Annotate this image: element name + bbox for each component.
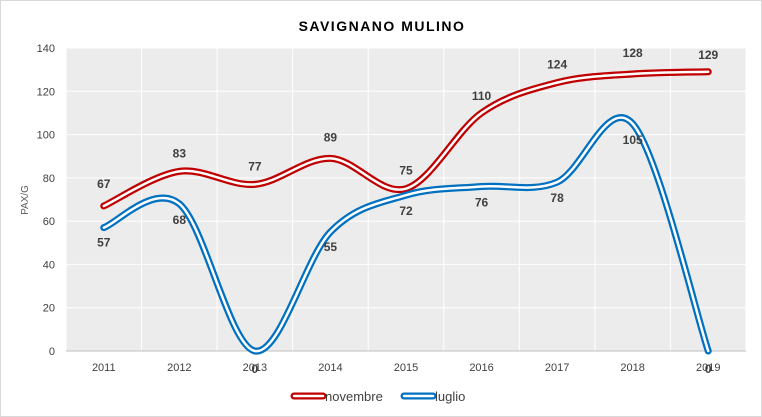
x-tick-label: 2015	[394, 362, 418, 374]
series-lines	[100, 68, 712, 355]
data-label-luglio: 0	[705, 362, 712, 376]
data-label-novembre: 110	[472, 89, 492, 103]
legend-label-novembre: novembre	[325, 389, 383, 404]
data-label-luglio: 68	[173, 213, 187, 227]
data-label-novembre: 83	[173, 146, 187, 160]
data-label-novembre: 75	[399, 164, 413, 178]
x-tick-label: 2017	[545, 362, 569, 374]
x-axis-ticks: 2011 2012 2013 2014 2015 2016 2017 2018 2019	[92, 362, 721, 374]
y-tick-label: 60	[43, 216, 55, 228]
x-tick-label: 2019	[696, 362, 720, 374]
x-tick-label: 2014	[318, 362, 342, 374]
y-axis-ticks: 0 20 40 60 80 100 120 140	[37, 43, 55, 358]
x-tick-label: 2011	[92, 362, 116, 374]
data-label-novembre: 128	[623, 46, 643, 60]
data-label-novembre: 67	[97, 177, 111, 191]
data-label-luglio: 72	[399, 204, 413, 218]
chart-title: SAVIGNANO MULINO	[299, 18, 466, 34]
data-label-novembre: 124	[547, 58, 567, 72]
y-tick-label: 0	[49, 346, 55, 358]
x-tick-label: 2013	[243, 362, 267, 374]
data-label-novembre: 77	[248, 159, 262, 173]
gridlines	[65, 47, 747, 352]
data-label-novembre: 129	[698, 48, 718, 62]
data-label-luglio: 57	[97, 236, 111, 250]
data-label-luglio: 76	[475, 196, 489, 210]
data-label-luglio: 55	[324, 240, 338, 254]
legend: novembre luglio	[290, 389, 465, 404]
data-labels: 67 83 77 89 75 110 124 128 129 57 68 0 55 72 76 78 105 0	[97, 46, 718, 376]
data-label-luglio: 78	[550, 191, 564, 205]
y-tick-label: 40	[43, 259, 55, 271]
y-axis-label: PAX/G	[20, 185, 31, 215]
x-tick-label: 2012	[167, 362, 191, 374]
data-label-luglio: 105	[623, 133, 643, 147]
y-tick-label: 100	[37, 130, 55, 142]
data-label-luglio: 0	[252, 362, 259, 376]
y-tick-label: 120	[37, 86, 55, 98]
y-tick-label: 80	[43, 173, 55, 185]
data-label-novembre: 89	[324, 130, 338, 144]
x-tick-label: 2016	[469, 362, 493, 374]
series-line-inner-luglio	[102, 116, 710, 353]
series-line-inner-novembre	[102, 70, 710, 208]
y-tick-label: 20	[43, 303, 55, 315]
y-tick-label: 140	[37, 43, 55, 55]
x-tick-label: 2018	[620, 362, 644, 374]
legend-label-luglio: luglio	[435, 389, 465, 404]
